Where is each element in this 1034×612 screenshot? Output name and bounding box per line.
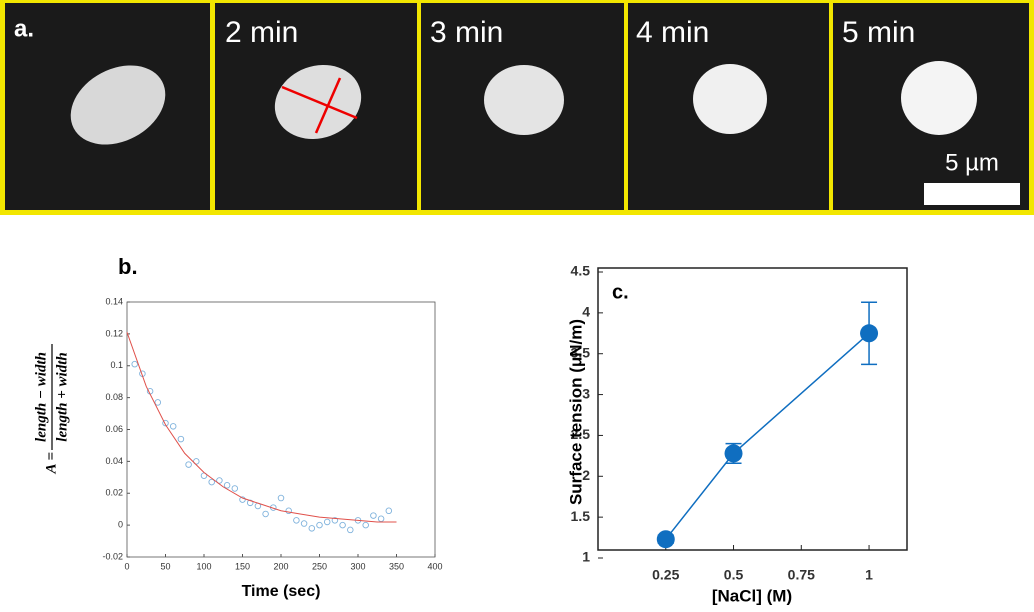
- data-point: [363, 522, 369, 528]
- y-tick-label: 1: [582, 549, 590, 565]
- droplet: [901, 61, 977, 135]
- x-tick-label: 200: [273, 561, 288, 571]
- x-tick-label: 1: [865, 567, 873, 583]
- y-axis-label: A = length − width length + width: [33, 344, 70, 474]
- data-point: [386, 508, 392, 514]
- y-tick-label: 4.5: [571, 263, 591, 279]
- x-tick-label: 0.25: [652, 567, 679, 583]
- y-label-denominator: length + width: [54, 352, 70, 441]
- data-point: [170, 424, 176, 430]
- x-axis-label: Time (sec): [242, 583, 321, 600]
- data-point: [324, 519, 330, 525]
- y-tick-label: 0.08: [105, 392, 123, 402]
- x-tick-label: 0.75: [788, 567, 815, 583]
- data-point: [294, 518, 300, 524]
- data-point: [317, 522, 323, 528]
- data-point: [371, 513, 377, 519]
- droplet: [693, 64, 767, 134]
- data-point: [657, 530, 675, 548]
- figure: a. 2 min 3 min 4 min 5 min 5 µm 0 50 100 15…: [0, 0, 1034, 612]
- trend-line: [666, 333, 869, 539]
- y-tick-label: 0.02: [105, 488, 123, 498]
- scale-bar-label: 5 µm: [945, 149, 999, 176]
- x-tick-label: 150: [235, 561, 250, 571]
- data-point: [378, 516, 384, 522]
- page: {"panel_a": {"label": "a.", "frames": ["…: [0, 0, 1034, 612]
- fit-line: [127, 332, 397, 522]
- data-point: [278, 495, 284, 501]
- y-label-lhs: A =: [43, 452, 59, 474]
- y-tick-label: 0.12: [105, 328, 123, 338]
- y-tick-label: 0: [118, 520, 123, 530]
- y-tick-label: 0.04: [105, 456, 123, 466]
- panel-label: a.: [14, 15, 34, 42]
- x-tick-label: 400: [427, 561, 442, 571]
- y-tick-label: -0.02: [102, 551, 123, 561]
- data-point: [232, 486, 238, 492]
- data-point: [725, 444, 743, 462]
- frame-time: 4 min: [636, 16, 709, 49]
- y-axis-label: Surface tension (μN/m): [566, 319, 585, 505]
- plot-frame: [598, 268, 907, 550]
- droplet: [484, 65, 564, 135]
- data-point: [301, 521, 307, 527]
- x-tick-label: 350: [389, 561, 404, 571]
- frame-time: 5 min: [842, 16, 915, 49]
- scale-bar: [924, 183, 1020, 205]
- frame-time: 2 min: [225, 16, 298, 49]
- y-tick-label: 0.1: [110, 360, 123, 370]
- x-tick-label: 0.5: [724, 567, 744, 583]
- y-tick-label: 4: [582, 304, 590, 320]
- x-tick-label: 100: [196, 561, 211, 571]
- y-tick-label: 0.06: [105, 424, 123, 434]
- data-point: [224, 482, 230, 488]
- data-point: [860, 324, 878, 342]
- data-point: [186, 462, 192, 468]
- data-point: [348, 527, 354, 533]
- panel-label: b.: [118, 254, 138, 279]
- data-point: [263, 511, 269, 517]
- data-point: [132, 361, 138, 367]
- frame-time: 3 min: [430, 16, 503, 49]
- data-point: [155, 400, 161, 406]
- x-tick-label: 250: [312, 561, 327, 571]
- data-point: [178, 436, 184, 442]
- y-label-numerator: length − width: [33, 352, 49, 442]
- data-point: [309, 526, 315, 532]
- data-point: [340, 522, 346, 528]
- x-axis-label: [NaCl] (M): [712, 586, 792, 605]
- y-tick-label: 1.5: [571, 508, 591, 524]
- panel-label: c.: [612, 281, 629, 303]
- x-tick-label: 0: [124, 561, 129, 571]
- y-tick-label: 0.14: [105, 296, 123, 306]
- x-tick-label: 300: [350, 561, 365, 571]
- x-tick-label: 50: [160, 561, 170, 571]
